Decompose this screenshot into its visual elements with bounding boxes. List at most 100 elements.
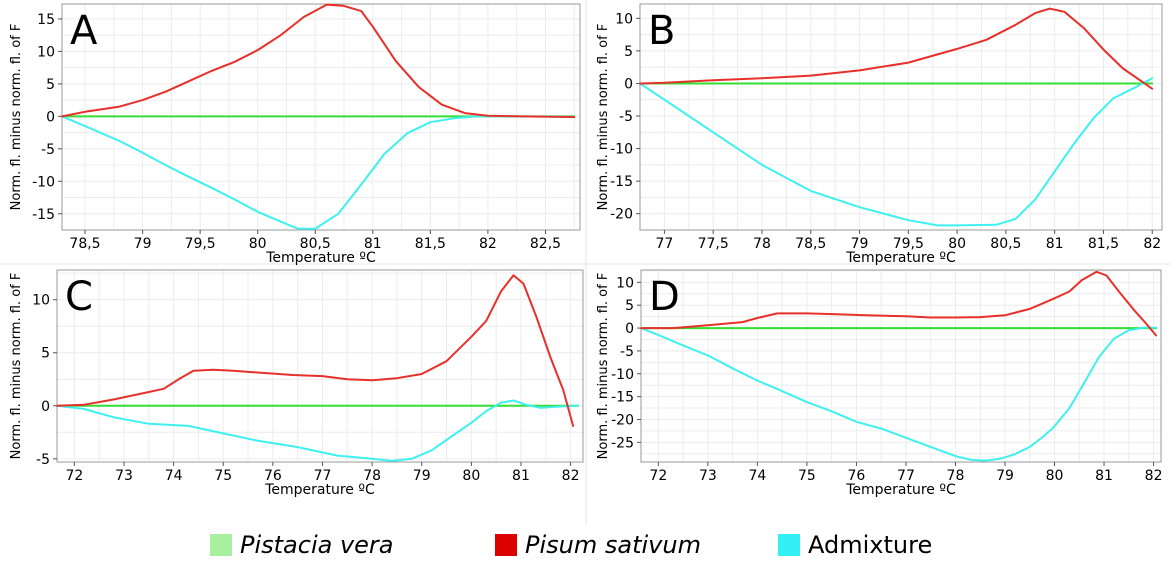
series-line-admixture [61, 115, 576, 230]
x-tick-label: 81,5 [1088, 236, 1119, 252]
x-tick-label: 82 [1145, 468, 1163, 484]
y-tick-label: 15 [37, 12, 55, 28]
x-tick-label: 82 [562, 468, 580, 484]
y-axis-label: Norm. fl. minus norm. fl. of F [9, 273, 24, 460]
y-tick-label: -25 [611, 435, 634, 451]
x-tick-label: 75 [798, 468, 816, 484]
y-tick-label: 5 [625, 298, 634, 314]
x-tick-label: 79 [413, 468, 431, 484]
y-axis-label: Norm. fl. minus norm. fl. of F [596, 24, 611, 211]
legend-label-pisum-sativum: Pisum sativum [525, 531, 701, 559]
legend-item-pisum-sativum: Pisum sativum [495, 531, 701, 559]
plot-area [57, 270, 583, 462]
y-tick-label: -10 [610, 142, 633, 158]
y-tick-label: 0 [624, 76, 633, 92]
legend-label-pistacia-vera: Pistacia vera [240, 531, 394, 559]
plot-frame [56, 269, 584, 463]
x-tick-label: 79,5 [185, 236, 216, 252]
plot-frame [639, 3, 1163, 231]
series-line-pisum-sativum [639, 7, 1154, 90]
x-tick-label: 81 [1095, 468, 1113, 484]
panel-label: B [648, 8, 675, 54]
series-line-pisum-sativum [640, 270, 1157, 337]
legend-swatch-pistacia-vera [210, 534, 232, 556]
x-tick-label: 80 [1046, 468, 1064, 484]
y-tick-label: 5 [41, 346, 50, 362]
chart-panel-d: 72 73 74 75 76 77 78 79 80 81 82 -25 -20 -15 -10 -5 0 5 10… [596, 269, 1163, 498]
series-line-pisum-sativum [56, 274, 575, 427]
y-tick-label: 10 [616, 275, 634, 291]
panel-label: D [649, 274, 680, 320]
x-tick-label: 79 [851, 236, 869, 252]
x-tick-label: 75 [214, 468, 232, 484]
x-tick-label: 80 [249, 236, 267, 252]
panel-label: C [65, 274, 93, 320]
plot-area [641, 270, 1161, 462]
x-tick-label: 77 [314, 468, 332, 484]
x-tick-label: 81 [1046, 236, 1064, 252]
y-tick-label: -5 [41, 142, 55, 158]
x-tick-label: 72 [649, 468, 667, 484]
y-tick-label: 10 [37, 44, 55, 60]
x-tick-label: 78 [947, 468, 965, 484]
x-axis-label: Temperature ºC [264, 482, 375, 498]
y-tick-label: -15 [610, 174, 633, 190]
x-tick-label: 74 [748, 468, 766, 484]
y-tick-label: -15 [32, 207, 55, 223]
y-tick-label: 10 [32, 293, 50, 309]
y-tick-label: 0 [625, 321, 634, 337]
y-tick-label: -5 [619, 109, 633, 125]
series-line-admixture [639, 77, 1154, 227]
y-tick-label: -10 [32, 174, 55, 190]
legend: Pistacia vera Pisum sativum Admixture [0, 525, 1171, 565]
x-tick-label: 80 [948, 236, 966, 252]
x-tick-label: 80 [462, 468, 480, 484]
x-tick-label: 80,5 [990, 236, 1021, 252]
legend-label-admixture: Admixture [808, 531, 933, 559]
x-tick-label: 78,5 [795, 236, 826, 252]
series-line-admixture [56, 399, 579, 462]
x-tick-label: 77 [655, 236, 673, 252]
x-tick-label: 81,5 [415, 236, 446, 252]
x-tick-label: 76 [264, 468, 282, 484]
y-tick-label: -5 [36, 452, 50, 468]
figure-canvas: 78,5 79 79,5 80 80,5 81 81,5 82 82,5 -15 -10 -5 0 5 10… [0, 0, 1171, 525]
x-tick-label: 77,5 [698, 236, 729, 252]
x-tick-label: 82 [479, 236, 497, 252]
x-tick-label: 76 [848, 468, 866, 484]
x-tick-label: 73 [699, 468, 717, 484]
y-tick-label: -20 [610, 207, 633, 223]
x-tick-label: 79 [996, 468, 1014, 484]
y-tick-label: -15 [611, 390, 634, 406]
x-tick-label: 74 [165, 468, 183, 484]
x-tick-label: 82,5 [530, 236, 561, 252]
x-tick-label: 78 [363, 468, 381, 484]
x-tick-label: 78,5 [69, 236, 100, 252]
x-axis-label: Temperature ºC [845, 482, 956, 498]
x-axis-label: Temperature ºC [845, 250, 956, 266]
legend-item-pistacia-vera: Pistacia vera [210, 531, 394, 559]
y-tick-label: -10 [611, 367, 634, 383]
y-tick-label: 5 [46, 77, 55, 93]
y-axis-label: Norm. fl. minus norm. fl. of F [596, 273, 611, 460]
legend-swatch-admixture [778, 534, 800, 556]
legend-item-admixture: Admixture [778, 531, 932, 559]
chart-panel-c: 72 73 74 75 76 77 78 79 80 81 82 -5 0 5 10 Temperature … [9, 269, 584, 498]
plot-area [640, 4, 1162, 230]
y-tick-label: 5 [624, 44, 633, 60]
y-tick-label: 0 [41, 399, 50, 415]
y-tick-label: 0 [46, 109, 55, 125]
y-tick-label: 10 [615, 11, 633, 27]
x-tick-label: 73 [115, 468, 133, 484]
series-line-pisum-sativum [61, 3, 576, 118]
x-tick-label: 80,5 [300, 236, 331, 252]
y-axis-label: Norm. fl. minus norm. fl. of F [9, 24, 24, 211]
y-tick-label: -20 [611, 412, 634, 428]
x-tick-label: 79 [134, 236, 152, 252]
x-tick-label: 72 [65, 468, 83, 484]
chart-panel-a: 78,5 79 79,5 80 80,5 81 81,5 82 82,5 -15 -10 -5 0 5 10… [9, 3, 581, 266]
x-tick-label: 81 [512, 468, 530, 484]
legend-swatch-pisum-sativum [495, 534, 517, 556]
x-tick-label: 79,5 [893, 236, 924, 252]
x-axis-label: Temperature ºC [265, 250, 376, 266]
